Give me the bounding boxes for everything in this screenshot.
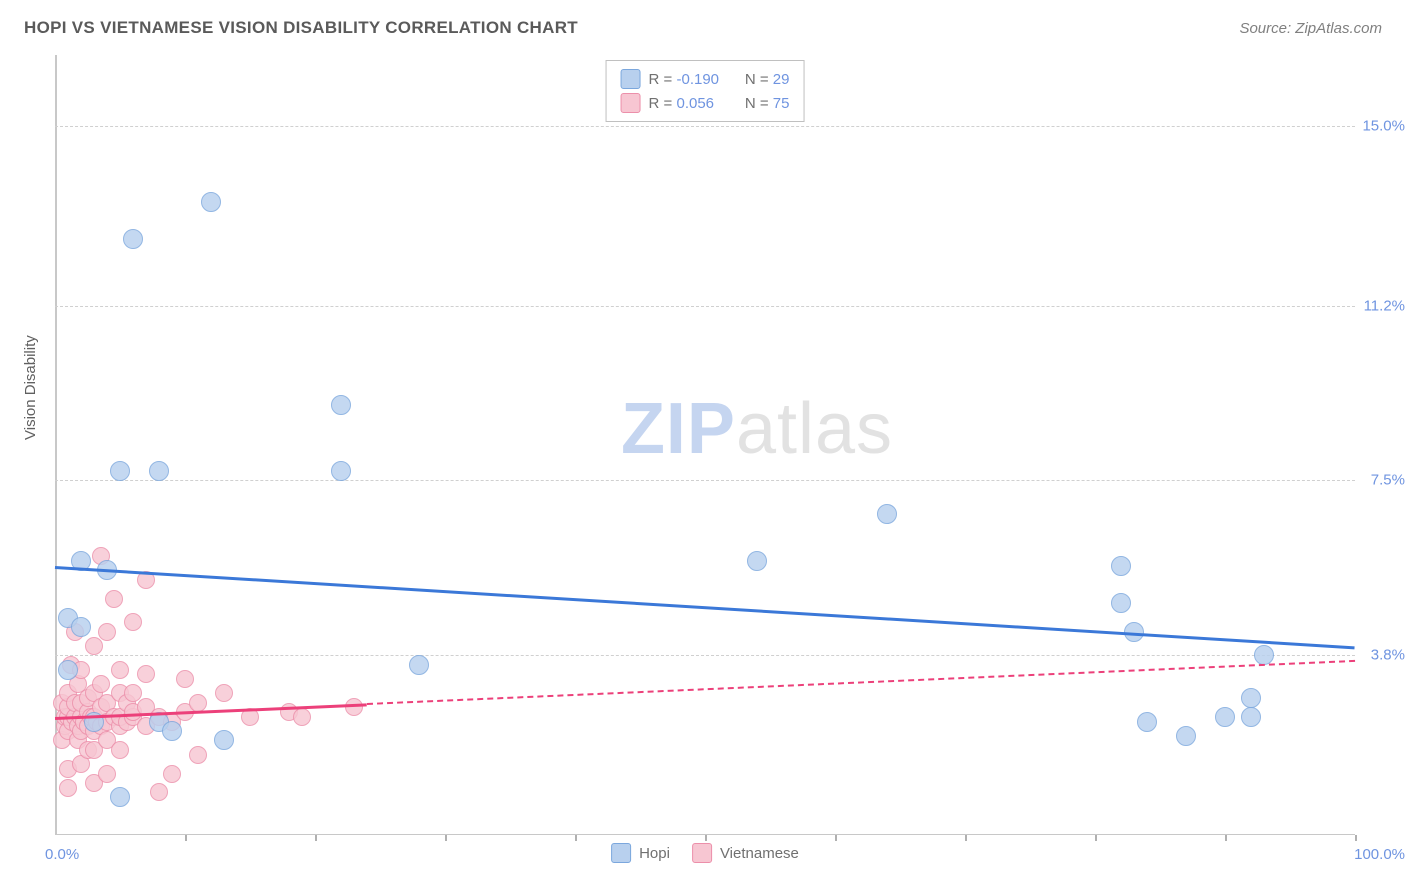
data-point-hopi — [747, 551, 767, 571]
x-tick — [315, 835, 317, 841]
data-point-hopi — [71, 617, 91, 637]
data-point-hopi — [214, 730, 234, 750]
x-axis-max-label: 100.0% — [1354, 846, 1405, 863]
legend-series-item: Hopi — [611, 843, 670, 863]
y-tick-label: 3.8% — [1371, 647, 1405, 664]
data-point-hopi — [1215, 707, 1235, 727]
x-tick — [1355, 835, 1357, 841]
gridline — [55, 306, 1355, 307]
data-point-hopi — [1241, 688, 1261, 708]
legend-stats-text: R = 0.056 N = 75 — [649, 95, 790, 112]
x-tick — [965, 835, 967, 841]
data-point-vietnamese — [59, 779, 77, 797]
chart-header: HOPI VS VIETNAMESE VISION DISABILITY COR… — [24, 18, 1382, 38]
legend-series-label: Vietnamese — [720, 845, 799, 862]
data-point-hopi — [1254, 645, 1274, 665]
legend-stats: R = -0.190 N = 29 R = 0.056 N = 75 — [606, 60, 805, 122]
x-tick — [445, 835, 447, 841]
trend-line — [367, 660, 1355, 705]
data-point-hopi — [409, 655, 429, 675]
watermark: ZIPatlas — [621, 388, 893, 470]
legend-swatch — [621, 93, 641, 113]
data-point-vietnamese — [111, 741, 129, 759]
data-point-hopi — [1111, 556, 1131, 576]
gridline — [55, 655, 1355, 656]
data-point-hopi — [110, 461, 130, 481]
legend-stats-text: R = -0.190 N = 29 — [649, 71, 790, 88]
chart-title: HOPI VS VIETNAMESE VISION DISABILITY COR… — [24, 18, 578, 38]
trend-line — [55, 566, 1355, 649]
data-point-hopi — [877, 504, 897, 524]
x-tick — [575, 835, 577, 841]
data-point-hopi — [1176, 726, 1196, 746]
data-point-hopi — [1241, 707, 1261, 727]
y-tick-label: 7.5% — [1371, 472, 1405, 489]
x-tick — [1225, 835, 1227, 841]
data-point-hopi — [123, 229, 143, 249]
data-point-vietnamese — [345, 698, 363, 716]
legend-swatch — [611, 843, 631, 863]
legend-stats-row: R = -0.190 N = 29 — [621, 67, 790, 91]
data-point-hopi — [162, 721, 182, 741]
gridline — [55, 480, 1355, 481]
legend-swatch — [692, 843, 712, 863]
chart-source: Source: ZipAtlas.com — [1239, 20, 1382, 37]
legend-stats-row: R = 0.056 N = 75 — [621, 91, 790, 115]
y-axis-label: Vision Disability — [22, 335, 39, 440]
x-tick — [185, 835, 187, 841]
data-point-vietnamese — [98, 623, 116, 641]
x-tick — [705, 835, 707, 841]
data-point-vietnamese — [189, 694, 207, 712]
data-point-hopi — [58, 660, 78, 680]
data-point-vietnamese — [124, 613, 142, 631]
data-point-vietnamese — [85, 637, 103, 655]
data-point-hopi — [1111, 593, 1131, 613]
data-point-vietnamese — [189, 746, 207, 764]
legend-series-item: Vietnamese — [692, 843, 799, 863]
data-point-hopi — [149, 461, 169, 481]
data-point-hopi — [201, 192, 221, 212]
legend-swatch — [621, 69, 641, 89]
y-tick-label: 15.0% — [1362, 117, 1405, 134]
data-point-vietnamese — [92, 675, 110, 693]
x-tick — [1095, 835, 1097, 841]
data-point-vietnamese — [150, 783, 168, 801]
data-point-vietnamese — [137, 665, 155, 683]
data-point-vietnamese — [176, 670, 194, 688]
data-point-hopi — [331, 461, 351, 481]
x-axis-min-label: 0.0% — [45, 846, 79, 863]
scatter-chart: ZIPatlas 0.0% 100.0% 3.8%7.5%11.2%15.0%R… — [55, 55, 1355, 835]
data-point-hopi — [1137, 712, 1157, 732]
data-point-vietnamese — [163, 765, 181, 783]
legend-series: Hopi Vietnamese — [611, 843, 799, 863]
x-tick — [835, 835, 837, 841]
data-point-hopi — [110, 787, 130, 807]
data-point-vietnamese — [215, 684, 233, 702]
gridline — [55, 126, 1355, 127]
data-point-vietnamese — [105, 590, 123, 608]
y-tick-label: 11.2% — [1364, 297, 1405, 314]
data-point-vietnamese — [293, 708, 311, 726]
data-point-vietnamese — [98, 765, 116, 783]
data-point-vietnamese — [111, 661, 129, 679]
data-point-hopi — [331, 395, 351, 415]
legend-series-label: Hopi — [639, 845, 670, 862]
